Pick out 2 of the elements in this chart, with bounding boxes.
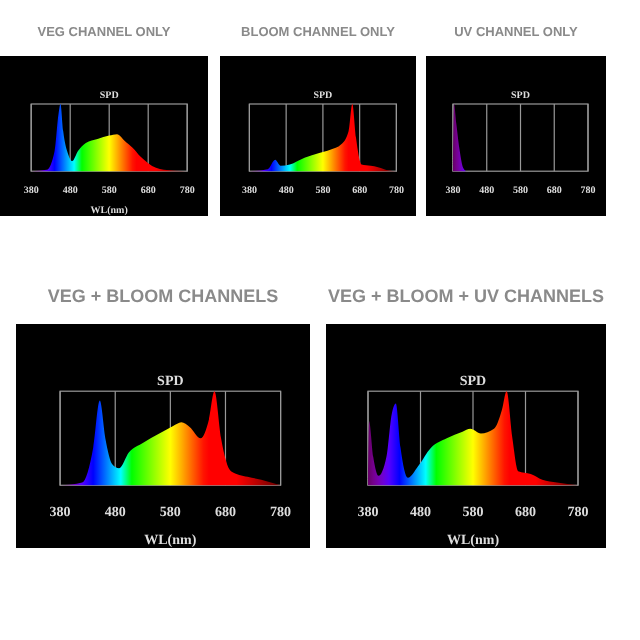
chart-title: VEG + BLOOM CHANNELS <box>47 286 279 306</box>
chart-title: VEG + BLOOM + UV CHANNELS <box>327 286 605 306</box>
